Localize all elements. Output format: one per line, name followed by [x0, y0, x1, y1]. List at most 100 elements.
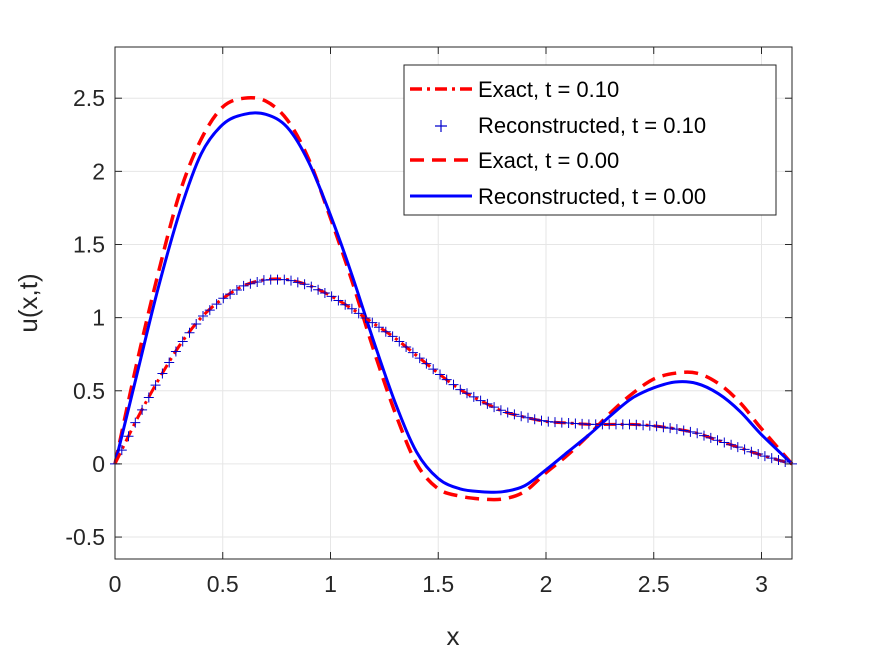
data-point-marker: [326, 291, 337, 302]
y-tick-label: 2: [92, 158, 105, 184]
data-point-marker: [726, 439, 737, 450]
data-point-marker: [299, 279, 310, 290]
data-point-marker: [340, 299, 351, 310]
x-tick-label: 3: [755, 571, 768, 597]
data-point-marker: [468, 391, 479, 402]
data-point-marker: [401, 342, 412, 352]
data-point-marker: [164, 357, 175, 368]
data-point-marker: [766, 453, 777, 464]
data-point-marker: [184, 327, 195, 338]
series-layer: [110, 95, 797, 502]
series-1: [110, 274, 797, 469]
legend-swatch-reconstructed-t010: [435, 120, 447, 132]
series-3: [113, 111, 794, 494]
data-point-marker: [685, 426, 696, 437]
data-point-marker: [414, 353, 425, 364]
data-point-marker: [252, 277, 263, 287]
data-point-marker: [495, 405, 506, 416]
legend-label-exact-t010: Exact, t = 0.10: [478, 77, 619, 102]
data-point-marker: [157, 368, 168, 379]
data-point-marker: [502, 407, 513, 418]
x-tick-label: 1.5: [422, 571, 454, 597]
x-tick-label: 2.5: [638, 571, 670, 597]
data-point-marker: [353, 308, 364, 319]
data-point-marker: [225, 289, 236, 300]
data-point-marker: [482, 398, 493, 409]
data-point-marker: [407, 347, 418, 358]
data-point-marker: [306, 281, 317, 292]
data-point-marker: [692, 428, 703, 439]
data-point-marker: [441, 374, 452, 385]
data-point-marker: [387, 331, 398, 342]
data-point-marker: [374, 322, 384, 333]
series-2: [113, 95, 794, 502]
data-point-marker: [211, 299, 222, 310]
data-point-marker: [231, 285, 242, 295]
data-point-marker: [753, 449, 764, 459]
data-point-marker: [218, 293, 229, 304]
data-point-marker: [360, 313, 371, 323]
data-point-marker: [671, 424, 682, 435]
data-point-marker: [658, 422, 669, 433]
data-point-marker: [123, 431, 134, 442]
data-point-marker: [759, 451, 770, 462]
data-point-marker: [678, 425, 689, 436]
data-point-marker: [516, 411, 527, 422]
y-tick-label: 0: [92, 451, 105, 477]
data-point-marker: [279, 274, 290, 285]
x-tick-label: 2: [540, 571, 553, 597]
data-point-marker: [462, 388, 472, 399]
data-point-marker: [523, 412, 533, 423]
data-point-marker: [380, 326, 391, 337]
plot-frame: [114, 46, 793, 560]
data-point-marker: [177, 336, 188, 347]
y-tick-label: 1.5: [73, 231, 105, 257]
data-point-marker: [529, 414, 540, 425]
data-point-marker: [292, 277, 303, 288]
legend: Exact, t = 0.10 Reconstructed, t = 0.10 …: [403, 64, 777, 216]
data-point-marker: [319, 288, 330, 298]
data-point-marker: [536, 415, 547, 426]
data-point-marker: [191, 319, 202, 329]
data-point-marker: [313, 284, 324, 295]
data-point-marker: [644, 420, 655, 431]
x-tick-labels: 0 0.5 1 1.5 2 2.5 3: [109, 571, 768, 597]
legend-label-reconstructed-t000: Reconstructed, t = 0.00: [478, 184, 706, 209]
data-point-marker: [421, 358, 432, 369]
legend-label-exact-t000: Exact, t = 0.00: [478, 148, 619, 173]
y-tick-labels: -0.5 0 0.5 1 1.5 2 2.5: [65, 85, 105, 550]
data-point-marker: [475, 395, 486, 406]
data-point-marker: [116, 445, 127, 456]
x-tick-label: 0: [109, 571, 122, 597]
series-line: [113, 95, 794, 502]
data-point-marker: [699, 430, 709, 441]
data-point-marker: [509, 409, 520, 420]
data-point-marker: [428, 364, 439, 375]
data-point-marker: [238, 280, 249, 291]
data-point-marker: [455, 384, 466, 395]
data-point-marker: [712, 435, 723, 446]
data-point-marker: [448, 379, 459, 390]
data-point-marker: [719, 437, 730, 448]
y-tick-label: -0.5: [65, 524, 105, 550]
data-point-marker: [732, 442, 743, 453]
legend-label-reconstructed-t010: Reconstructed, t = 0.10: [478, 113, 706, 138]
series-line: [113, 111, 794, 494]
data-point-marker: [346, 303, 357, 314]
data-point-marker: [746, 446, 757, 457]
data-point-marker: [198, 311, 208, 321]
x-axis-label: x: [447, 621, 460, 651]
data-point-marker: [245, 278, 256, 289]
y-tick-label: 0.5: [73, 378, 105, 404]
data-point-marker: [367, 317, 378, 328]
data-point-marker: [780, 457, 791, 467]
data-point-marker: [394, 336, 405, 347]
y-tick-label: 1: [92, 305, 105, 331]
data-point-marker: [705, 432, 716, 443]
data-point-marker: [665, 423, 676, 434]
data-point-marker: [150, 380, 161, 391]
data-point-marker: [286, 275, 296, 286]
data-point-marker: [435, 369, 445, 380]
data-point-marker: [130, 417, 141, 428]
